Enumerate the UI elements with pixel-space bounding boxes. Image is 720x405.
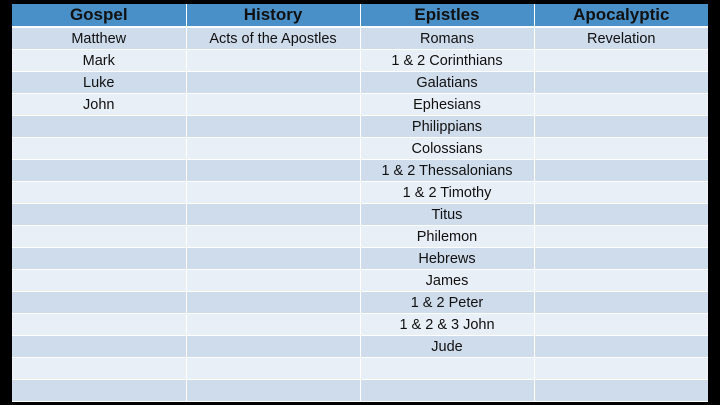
cell-epistles: Titus <box>360 203 535 226</box>
cell-epistles: Galatians <box>360 71 535 94</box>
table-row <box>12 379 708 402</box>
cell-apocalyptic <box>534 247 708 270</box>
table-row: Philippians <box>12 115 708 138</box>
table-row: Mark 1 & 2 Corinthians <box>12 49 708 72</box>
cell-gospel <box>12 357 187 380</box>
cell-epistles: 1 & 2 Thessalonians <box>360 159 535 182</box>
table-row: Titus <box>12 203 708 226</box>
table-row: 1 & 2 Timothy <box>12 181 708 204</box>
cell-history <box>186 137 361 160</box>
cell-epistles <box>360 357 535 380</box>
cell-gospel: Matthew <box>12 27 187 50</box>
cell-apocalyptic <box>534 115 708 138</box>
header-row: Gospel History Epistles Apocalyptic <box>12 4 708 28</box>
table-row: Matthew Acts of the Apostles Romans Revelat… <box>12 27 708 50</box>
cell-epistles: Jude <box>360 335 535 358</box>
cell-apocalyptic <box>534 71 708 94</box>
table-row: 1 & 2 Peter <box>12 291 708 314</box>
cell-history <box>186 379 361 402</box>
table-row: Hebrews <box>12 247 708 270</box>
header-gospel: Gospel <box>12 4 187 28</box>
cell-apocalyptic: Revelation <box>534 27 708 50</box>
cell-apocalyptic <box>534 269 708 292</box>
cell-history <box>186 357 361 380</box>
cell-history <box>186 247 361 270</box>
cell-gospel <box>12 225 187 248</box>
cell-gospel <box>12 203 187 226</box>
cell-epistles: Ephesians <box>360 93 535 116</box>
cell-epistles: 1 & 2 Corinthians <box>360 49 535 72</box>
cell-gospel <box>12 313 187 336</box>
cell-epistles: Philippians <box>360 115 535 138</box>
cell-epistles: Colossians <box>360 137 535 160</box>
cell-gospel: Mark <box>12 49 187 72</box>
books-table: Gospel History Epistles Apocalyptic Matt… <box>12 4 708 402</box>
cell-gospel: Luke <box>12 71 187 94</box>
table-row: John Ephesians <box>12 93 708 116</box>
cell-gospel <box>12 181 187 204</box>
header-history: History <box>186 4 361 28</box>
cell-epistles: 1 & 2 Timothy <box>360 181 535 204</box>
cell-gospel <box>12 379 187 402</box>
cell-history <box>186 71 361 94</box>
cell-gospel <box>12 115 187 138</box>
cell-apocalyptic <box>534 93 708 116</box>
table-row: Colossians <box>12 137 708 160</box>
table-row: 1 & 2 & 3 John <box>12 313 708 336</box>
cell-epistles: 1 & 2 Peter <box>360 291 535 314</box>
cell-history <box>186 49 361 72</box>
cell-apocalyptic <box>534 379 708 402</box>
cell-history <box>186 313 361 336</box>
cell-gospel <box>12 137 187 160</box>
table-row: Philemon <box>12 225 708 248</box>
header-epistles: Epistles <box>360 4 535 28</box>
table-row: 1 & 2 Thessalonians <box>12 159 708 182</box>
cell-epistles: 1 & 2 & 3 John <box>360 313 535 336</box>
table-row <box>12 357 708 380</box>
header-apocalyptic: Apocalyptic <box>534 4 708 28</box>
cell-epistles: James <box>360 269 535 292</box>
cell-apocalyptic <box>534 159 708 182</box>
cell-gospel <box>12 269 187 292</box>
cell-history <box>186 225 361 248</box>
cell-apocalyptic <box>534 313 708 336</box>
cell-epistles: Philemon <box>360 225 535 248</box>
cell-gospel <box>12 159 187 182</box>
cell-apocalyptic <box>534 335 708 358</box>
cell-apocalyptic <box>534 181 708 204</box>
cell-apocalyptic <box>534 137 708 160</box>
cell-gospel <box>12 247 187 270</box>
cell-apocalyptic <box>534 203 708 226</box>
cell-history <box>186 159 361 182</box>
table-row: Luke Galatians <box>12 71 708 94</box>
table-body: Matthew Acts of the Apostles Romans Revelat… <box>12 27 708 402</box>
cell-epistles: Hebrews <box>360 247 535 270</box>
cell-apocalyptic <box>534 225 708 248</box>
cell-history <box>186 291 361 314</box>
table-row: James <box>12 269 708 292</box>
cell-history <box>186 269 361 292</box>
cell-history <box>186 335 361 358</box>
table-row: Jude <box>12 335 708 358</box>
cell-gospel <box>12 335 187 358</box>
cell-history <box>186 93 361 116</box>
cell-apocalyptic <box>534 49 708 72</box>
cell-epistles <box>360 379 535 402</box>
cell-gospel: John <box>12 93 187 116</box>
cell-apocalyptic <box>534 291 708 314</box>
cell-history <box>186 203 361 226</box>
cell-apocalyptic <box>534 357 708 380</box>
cell-gospel <box>12 291 187 314</box>
cell-epistles: Romans <box>360 27 535 50</box>
cell-history <box>186 115 361 138</box>
cell-history <box>186 181 361 204</box>
cell-history: Acts of the Apostles <box>186 27 361 50</box>
